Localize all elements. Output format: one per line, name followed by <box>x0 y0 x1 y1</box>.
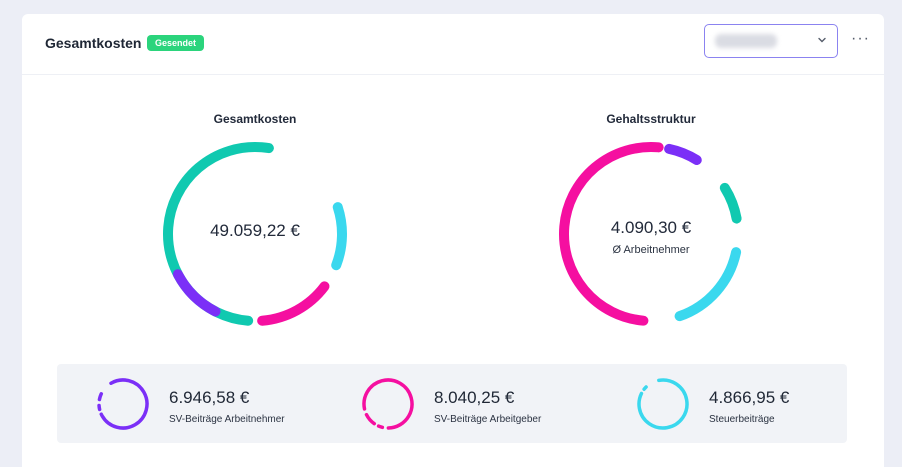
card-header: Gesamtkosten Gesendet ··· <box>22 14 884 75</box>
donut-segment-teal <box>163 142 348 326</box>
chevron-down-icon <box>818 37 826 43</box>
legend-ring-purple <box>97 378 149 430</box>
legend-value: 6.946,58 € <box>169 388 250 407</box>
legend-ring-magenta <box>362 378 414 430</box>
donut-segment-purple <box>559 142 743 326</box>
donut-segment-magenta <box>559 142 743 326</box>
card-title: Gesamtkosten <box>45 35 142 51</box>
legend-label: Steuerbeiträge <box>709 414 775 425</box>
legend-label: SV-Beiträge Arbeitnehmer <box>169 414 285 425</box>
legend-item-sv-arbeitnehmer: 6.946,58 € SV-Beiträge Arbeitnehmer <box>95 376 315 432</box>
left-center-value: 49.059,22 € <box>210 221 300 240</box>
right-center-sub: Ø Arbeitnehmer <box>612 244 690 256</box>
gehaltsstruktur-donut <box>559 142 743 326</box>
donut-segment-cyan <box>163 142 347 326</box>
right-center-value: 4.090,30 € <box>610 218 692 237</box>
right-chart-title: Gehaltsstruktur <box>606 112 696 126</box>
select-value-blurred <box>715 34 777 48</box>
legend-ring-cyan <box>637 378 689 430</box>
status-badge: Gesendet <box>147 35 205 51</box>
more-horizontal-icon[interactable]: ··· <box>851 30 870 47</box>
period-select[interactable] <box>704 24 838 58</box>
donut-segment-magenta <box>163 142 347 326</box>
gesamtkosten-card: Gesamtkosten Gesendet ··· Gesamtkosten 4… <box>22 14 884 467</box>
legend-value: 8.040,25 € <box>434 388 515 407</box>
donut-segment-teal <box>559 142 743 326</box>
donut-segment-cyan <box>559 142 743 326</box>
donut-segment-purple <box>163 142 347 326</box>
legend-item-steuerbeitraege: 4.866,95 € Steuerbeiträge <box>635 376 835 432</box>
legend-item-sv-arbeitgeber: 8.040,25 € SV-Beiträge Arbeitgeber <box>360 376 580 432</box>
legend-value: 4.866,95 € <box>709 388 790 407</box>
legend-panel: 6.946,58 € SV-Beiträge Arbeitnehmer 8.04… <box>57 364 847 443</box>
left-chart-title: Gesamtkosten <box>213 112 297 126</box>
legend-label: SV-Beiträge Arbeitgeber <box>434 414 542 425</box>
gesamtkosten-donut <box>163 142 348 326</box>
